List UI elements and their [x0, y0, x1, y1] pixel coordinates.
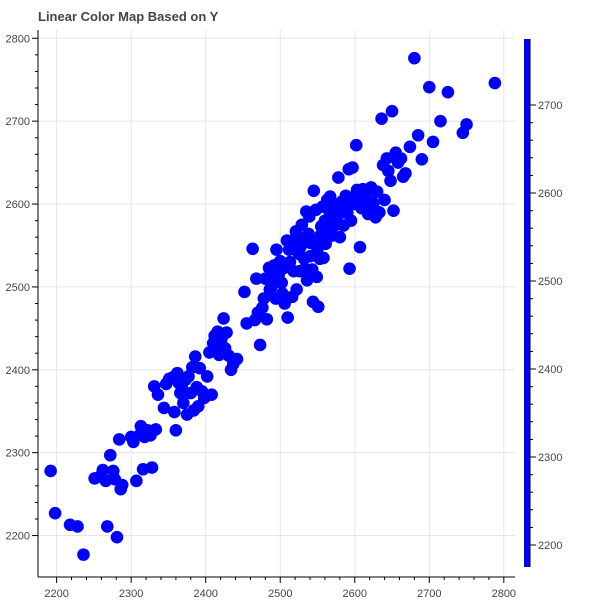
scatter-point [253, 338, 267, 352]
scatter-point [44, 464, 57, 478]
scatter-point [275, 276, 289, 290]
scatter-point [193, 361, 207, 375]
colorbar-tick-label: 2300 [538, 452, 562, 464]
scatter-point [375, 112, 388, 125]
x-tick-label: 2300 [119, 588, 143, 600]
scatter-point [344, 214, 358, 227]
scatter-point [387, 204, 400, 217]
scatter-point [333, 230, 347, 244]
scatter-point [346, 161, 359, 174]
scatter-point [205, 388, 218, 401]
scatter-point [317, 251, 330, 265]
scatter-point [394, 152, 408, 165]
axes: 2200 2300 2400 2500 2600 2700 2800 2200 2300 2400… [6, 30, 516, 600]
scatter-point [168, 405, 181, 419]
scatter-point [422, 80, 436, 94]
scatter-point [151, 388, 165, 401]
colorbar-tick-label: 2600 [538, 188, 562, 200]
x-tick-label: 2800 [492, 588, 516, 600]
colorbar-tick-label: 2700 [538, 100, 562, 112]
colorbar-tick-label: 2500 [538, 276, 562, 288]
scatter-point [307, 184, 321, 198]
y-tick-label: 2400 [6, 365, 30, 377]
x-tick-label: 2200 [44, 588, 68, 600]
scatter-point [103, 448, 117, 462]
x-tick-label: 2700 [417, 588, 441, 600]
scatter-point [157, 401, 171, 415]
scatter-point [343, 262, 356, 275]
scatter-point [112, 433, 126, 446]
scatter-point [257, 292, 271, 305]
scatter-point [115, 478, 129, 492]
scatter-point [230, 352, 244, 366]
scatter-point [378, 193, 391, 207]
scatter-point [48, 506, 62, 520]
scatter-point [71, 520, 84, 533]
scatter-point [311, 300, 325, 314]
scatter-point [188, 350, 202, 363]
y-tick-label: 2300 [6, 448, 30, 460]
scatter-point [460, 118, 473, 131]
y-tick-label: 2700 [6, 116, 30, 128]
scatter-point [169, 424, 183, 437]
scatter-point [328, 219, 341, 232]
y-tick-label: 2600 [6, 199, 30, 211]
colorbar-tick-label: 2200 [538, 540, 562, 552]
scatter-point [408, 51, 421, 65]
x-tick-label: 2500 [268, 588, 292, 600]
scatter-point [281, 311, 294, 324]
scatter-point [353, 240, 367, 254]
scatter-point [290, 283, 303, 296]
y-tick-label: 2500 [6, 282, 30, 294]
scatter-point [381, 164, 395, 178]
scatter-point [373, 206, 386, 219]
y-tick-label: 2800 [6, 33, 30, 45]
colorbar-gradient [524, 39, 530, 567]
scatter-point [415, 152, 429, 166]
scatter-point [250, 272, 263, 285]
scatter-point [270, 243, 283, 256]
scatter-point [349, 138, 363, 152]
scatter-point [276, 287, 289, 300]
scatter-point [488, 76, 502, 90]
scatter-point [130, 474, 143, 488]
scatter-point [177, 396, 190, 410]
scatter-point [246, 242, 259, 256]
scatter-point [260, 312, 274, 326]
scatter-point [441, 85, 455, 99]
scatter-point [145, 461, 159, 474]
chart-title: Linear Color Map Based on Y [38, 9, 219, 24]
scatter-point [332, 171, 345, 184]
scatter-point [370, 185, 384, 198]
scatter-point [220, 326, 233, 339]
scatter-point [399, 167, 412, 180]
scatter-point [434, 114, 447, 128]
scatter-point [300, 273, 314, 287]
scatter-point [295, 218, 309, 232]
scatter-point [238, 285, 251, 299]
scatter-point [217, 312, 230, 325]
scatter-point [264, 281, 278, 295]
x-tick-label: 2600 [343, 588, 367, 600]
scatter-point [367, 196, 380, 210]
scatter-point [380, 152, 394, 165]
colorbar: 2200 2300 2400 2500 2600 2700 [524, 39, 562, 567]
scatter-point [149, 423, 163, 436]
scatter-point [200, 370, 214, 383]
scatter-point [385, 104, 399, 118]
scatter-point [403, 140, 417, 154]
scatter-point [96, 463, 110, 477]
y-tick-label: 2200 [6, 531, 30, 543]
scatter-point [411, 128, 425, 142]
scatter-point [426, 135, 440, 149]
scatter-point [77, 548, 90, 561]
colorbar-tick-label: 2400 [538, 364, 562, 376]
data-points [44, 51, 502, 561]
scatter-point [101, 520, 114, 533]
x-tick-label: 2400 [193, 588, 217, 600]
scatter-point [384, 174, 397, 188]
scatter-point [110, 530, 124, 544]
scatter-point [310, 270, 324, 284]
